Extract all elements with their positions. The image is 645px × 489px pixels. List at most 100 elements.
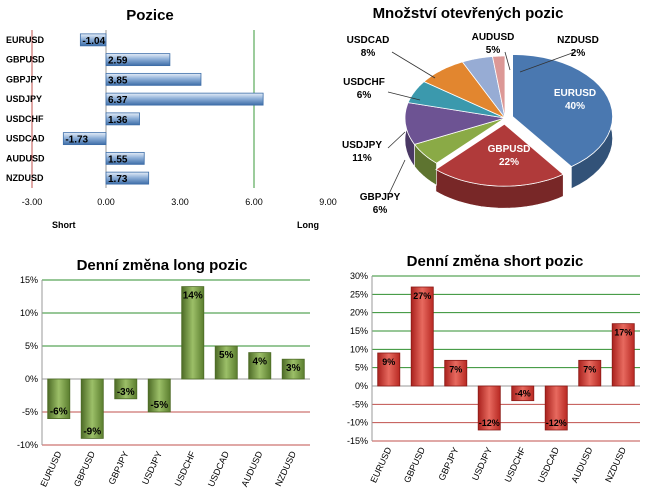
value-label-usdcad: -1.73 (65, 135, 88, 146)
bar-nzdusd (281, 358, 305, 380)
value-label-audusd: 4% (253, 357, 268, 368)
pie-pct-eurusd: 40% (565, 101, 585, 112)
y-tick-label: -15% (347, 436, 368, 446)
pie-leader-line (519, 51, 576, 73)
positions-chart: Pozice -1.042.59 3.85 6.37 1.36 -1.73 1.55 1.7… (6, 7, 337, 230)
y-tick-label: 0% (25, 374, 38, 384)
value-label-gbpjpy: 3.85 (108, 75, 128, 86)
pie-slice-gbpusd (435, 123, 564, 187)
pie-label-eurusd: EURUSD (554, 88, 596, 99)
value-label-audusd: 7% (583, 364, 596, 374)
short-change-title: Denní změna short pozic (407, 253, 584, 270)
bar-eurusd (377, 352, 401, 387)
category-label-gbpusd: GBPUSD (6, 55, 45, 65)
bar-audusd (578, 359, 602, 387)
pie-chart-title: Množství otevřených pozic (373, 5, 564, 22)
pie-slice-usdcad (423, 61, 506, 119)
value-label-eurusd: 9% (382, 357, 395, 367)
pie-slice-gbpjpy (413, 117, 506, 164)
value-label-usdjpy: -12% (479, 418, 500, 428)
category-label-usdcad: USDCAD (6, 134, 45, 144)
category-label-audusd: AUDUSD (569, 445, 594, 484)
category-label-usdchf: USDCHF (503, 445, 528, 484)
positions-chart-title: Pozice (126, 7, 174, 24)
category-label-usdchf: USDCHF (173, 449, 198, 488)
pie-pct-usdjpy: 11% (352, 153, 372, 164)
y-tick-label: -5% (22, 407, 38, 417)
bar-usdcad (62, 132, 107, 146)
bar-nzdusd (611, 323, 635, 387)
value-label-nzdusd: 3% (286, 363, 301, 374)
pie-label-nzdusd: NZDUSD (557, 35, 599, 46)
pie-leader-line (387, 91, 421, 101)
bar-eurusd (79, 33, 107, 47)
pie-pct-audusd: 5% (486, 45, 501, 56)
pie-slice-usdjpy (404, 102, 506, 145)
pie-leader-line (387, 159, 406, 197)
bar-usdchf (105, 112, 140, 126)
y-tick-label: 15% (350, 326, 368, 336)
pie-label-usdcad: USDCAD (347, 35, 390, 46)
category-label-usdjpy: USDJPY (6, 94, 42, 104)
bar-audusd (105, 151, 145, 165)
pie-label-usdjpy: USDJPY (342, 140, 382, 151)
pie-slice-usdchf (407, 81, 506, 119)
value-label-usdjpy: 6.37 (108, 95, 128, 106)
pie-pct-usdchf: 6% (357, 90, 372, 101)
pie-leader-line (391, 51, 436, 79)
bar-usdchf (181, 286, 205, 380)
y-tick-label: 30% (350, 271, 368, 281)
value-label-usdjpy: -5% (150, 400, 168, 411)
bar-gbpusd (410, 286, 434, 387)
value-label-usdcad: 5% (219, 350, 234, 361)
pie-pct-gbpusd: 22% (499, 157, 519, 168)
value-label-usdchf: -4% (515, 389, 531, 399)
value-label-gbpjpy: -3% (117, 387, 135, 398)
y-tick-label: 5% (25, 341, 38, 351)
open-positions-pie-chart: Množství otevřených pozic EURUSD 40% GBPUS… (342, 5, 614, 216)
category-label-nzdusd: NZDUSD (6, 173, 44, 183)
pie-leader-line (387, 131, 406, 149)
y-tick-label: 20% (350, 308, 368, 318)
bar-gbpjpy (105, 72, 202, 86)
category-label-gbpusd: GBPUSD (72, 449, 97, 488)
pie-slice-audusd (461, 56, 506, 119)
bar-usdcad (544, 385, 568, 431)
category-label-gbpjpy: GBPJPY (106, 450, 130, 486)
short-axis-label: Short (52, 220, 76, 230)
pie-pct-nzdusd: 2% (571, 48, 586, 59)
pie-pct-usdcad: 8% (361, 48, 376, 59)
pie-pct-gbpjpy: 6% (373, 205, 388, 216)
bar-gbpusd (105, 53, 171, 67)
pie-slice-eurusd (512, 54, 614, 168)
y-tick-label: -5% (352, 399, 368, 409)
category-label-gbpjpy: GBPJPY (6, 74, 43, 84)
value-label-nzdusd: 17% (614, 328, 632, 338)
long-axis-label: Long (297, 220, 319, 230)
category-label-gbpusd: GBPUSD (402, 445, 427, 484)
bar-usdjpy (147, 378, 171, 413)
pie-label-audusd: AUDUSD (472, 32, 515, 43)
value-label-audusd: 1.55 (108, 154, 128, 165)
category-label-eurusd: EURUSD (6, 35, 45, 45)
pie-label-usdchf: USDCHF (343, 77, 385, 88)
x-tick-label: 6.00 (245, 197, 263, 207)
bar-audusd (248, 352, 272, 380)
short-change-chart: Denní změna short pozic 9% 27% 7% -12% -4% -1… (347, 253, 640, 484)
category-label-gbpjpy: GBPJPY (436, 446, 460, 482)
pie-leader-line (504, 51, 511, 71)
category-label-usdchf: USDCHF (6, 114, 44, 124)
category-label-usdjpy: USDJPY (140, 450, 164, 486)
bar-eurusd (47, 378, 71, 419)
x-tick-label: -3.00 (22, 197, 43, 207)
value-label-nzdusd: 1.73 (108, 174, 128, 185)
category-label-usdcad: USDCAD (206, 449, 231, 488)
y-tick-label: -10% (17, 440, 38, 450)
x-tick-label: 0.00 (97, 197, 115, 207)
value-label-gbpjpy: 7% (449, 364, 462, 374)
category-label-usdjpy: USDJPY (470, 446, 494, 482)
category-label-usdcad: USDCAD (536, 445, 561, 484)
y-tick-label: 25% (350, 289, 368, 299)
bar-gbpjpy (444, 359, 468, 387)
